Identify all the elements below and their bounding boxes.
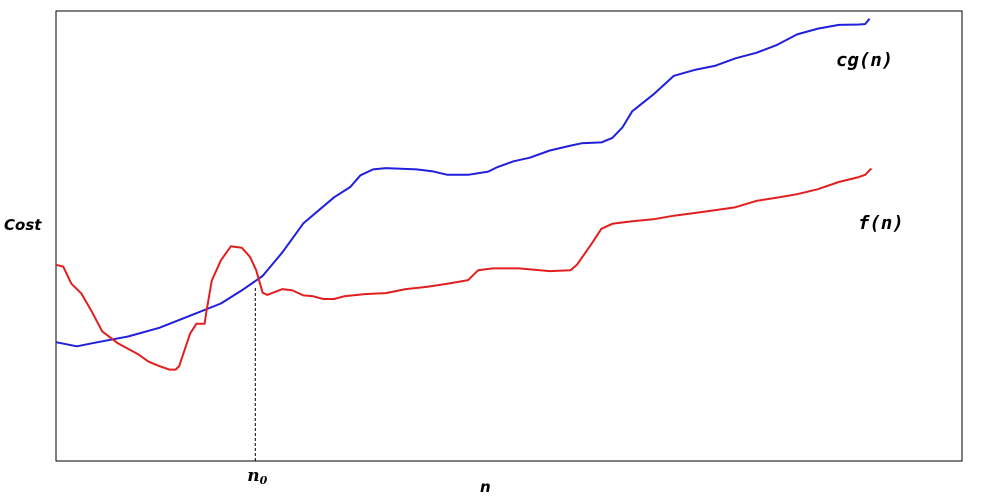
n0-marker-main: n (247, 466, 259, 486)
x-axis-label: n (480, 478, 491, 496)
n0-marker-subscript: 0 (260, 474, 268, 487)
plot-area-frame (55, 10, 963, 462)
series-group (55, 18, 873, 371)
series-line-f (55, 167, 873, 371)
series-label-cg: cg(n) (836, 49, 893, 71)
series-line-cg (55, 18, 871, 348)
series-label-f: f(n) (858, 212, 904, 234)
n0-marker-label: n0 (247, 466, 267, 487)
y-axis-label: Cost (4, 216, 42, 234)
